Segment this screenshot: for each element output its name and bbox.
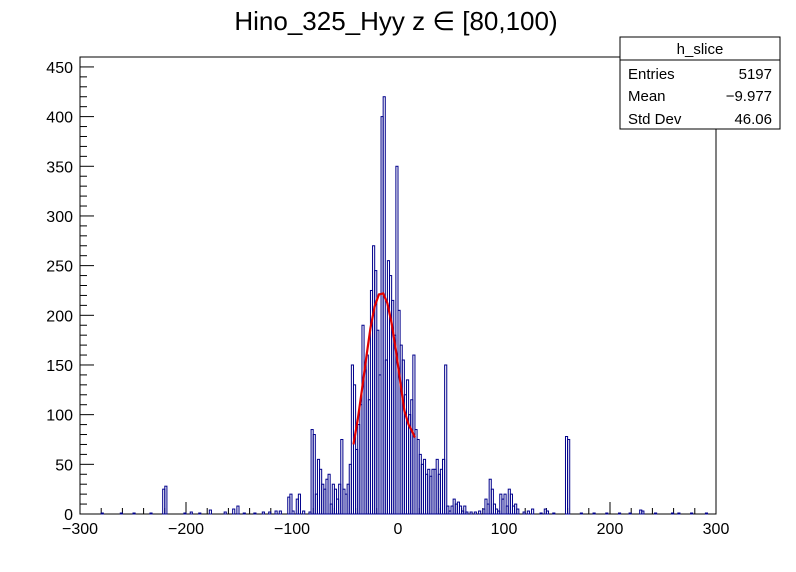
y-tick-label: 150 <box>46 358 73 375</box>
histogram-bin <box>526 510 530 515</box>
histogram-bin <box>242 512 246 515</box>
histogram-bin <box>503 493 507 515</box>
histogram-bin <box>253 512 257 515</box>
histogram-bin <box>641 510 645 515</box>
histogram-bin <box>478 510 482 515</box>
histogram-bins <box>100 96 709 515</box>
stats-box: h_slice Entries 5197 Mean −9.977 Std Dev… <box>619 36 781 130</box>
x-tick-label: 100 <box>491 521 518 538</box>
histogram-bin <box>198 512 202 515</box>
histogram-bin <box>291 510 295 515</box>
histogram-bin <box>327 473 331 515</box>
histogram-bin <box>312 434 316 515</box>
y-tick-label: 250 <box>46 259 73 276</box>
histogram-bin <box>539 512 543 515</box>
histogram-bin <box>469 511 473 515</box>
histogram-bin <box>531 508 535 515</box>
histogram-bin <box>704 512 709 515</box>
histogram-bin <box>297 493 301 515</box>
stats-entries-label: Entries <box>628 66 675 83</box>
histogram-bin <box>690 512 694 515</box>
histogram-bin <box>183 512 187 515</box>
histogram-bin <box>444 364 448 515</box>
histogram-bin <box>473 511 477 515</box>
y-tick-label: 350 <box>46 159 73 176</box>
y-tick-label: 400 <box>46 110 73 127</box>
histogram-bin <box>236 505 240 515</box>
y-tick-label: 450 <box>46 60 73 77</box>
histogram-bin <box>509 493 513 515</box>
histogram-bin <box>132 512 136 515</box>
histogram-bin <box>382 96 386 515</box>
histogram-bin <box>232 508 236 515</box>
y-tick-label: 0 <box>64 507 73 524</box>
x-tick-label: 300 <box>703 521 730 538</box>
histogram-bin <box>605 512 609 515</box>
x-tick-label: 200 <box>597 521 624 538</box>
histogram-bin <box>268 511 272 515</box>
y-axis: 0 50 100 150 200 250 300 350 400 450 <box>46 56 94 524</box>
histogram-bin <box>516 508 520 515</box>
stats-mean-value: −9.977 <box>726 88 772 105</box>
histogram-bin <box>340 438 344 515</box>
stats-mean-label: Mean <box>628 88 666 105</box>
histogram-bin <box>463 505 467 515</box>
histogram-bin <box>552 512 556 515</box>
chart-title: Hino_325_Hyy z ∈ [80,100) <box>234 6 557 36</box>
histogram-bin <box>579 512 583 515</box>
histogram-bin <box>677 512 681 515</box>
histogram-bin <box>223 511 227 515</box>
gaussian-fit-curve <box>352 292 416 445</box>
histogram-bin <box>189 511 193 515</box>
histogram-bin <box>628 512 632 515</box>
histogram-bin <box>490 488 494 515</box>
histogram-bin <box>522 511 526 515</box>
histogram-bin <box>208 509 212 515</box>
y-tick-label: 300 <box>46 209 73 226</box>
histogram-bin <box>278 510 282 515</box>
stats-box-title: h_slice <box>677 41 724 58</box>
histogram-bin <box>654 512 658 515</box>
histogram-bin <box>164 485 168 515</box>
histogram-bin <box>261 511 265 515</box>
histogram-bin <box>592 512 596 515</box>
x-tick-label: −100 <box>274 521 310 538</box>
histogram-bin <box>458 505 463 515</box>
stats-stddev-value: 46.06 <box>734 111 772 128</box>
y-tick-label: 50 <box>55 457 73 474</box>
histogram-bin <box>302 510 306 515</box>
y-tick-label: 200 <box>46 308 73 325</box>
x-tick-label: −300 <box>62 521 98 538</box>
stats-stddev-label: Std Dev <box>628 111 682 128</box>
histogram-bin <box>119 512 123 515</box>
histogram-bin <box>670 512 675 515</box>
y-tick-label: 100 <box>46 408 73 425</box>
histogram-bin <box>446 505 450 515</box>
histogram-bin <box>100 512 104 515</box>
x-tick-label: 0 <box>394 521 403 538</box>
histogram-bin <box>617 512 622 515</box>
x-tick-label: −200 <box>168 521 204 538</box>
stats-entries-value: 5197 <box>739 66 772 83</box>
histogram-bin <box>289 493 293 515</box>
histogram-bin <box>465 511 469 515</box>
histogram-bin <box>567 438 571 515</box>
histogram-bin <box>545 510 550 515</box>
histogram-bin <box>149 512 153 515</box>
histogram-bin <box>274 510 278 515</box>
